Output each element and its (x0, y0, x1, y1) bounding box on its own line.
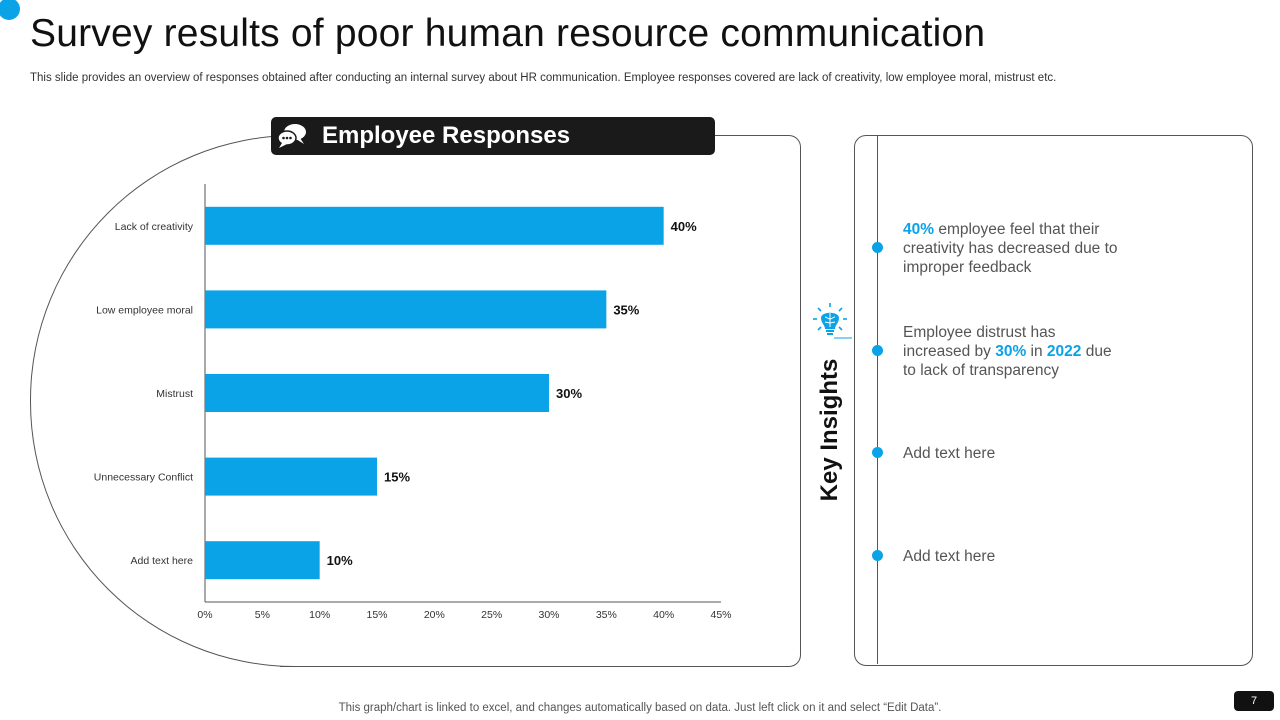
responses-title: Employee Responses (322, 122, 571, 149)
insights-panel (854, 135, 1253, 666)
x-tick-label: 5% (255, 609, 270, 621)
insight-item-4: Add text here (903, 548, 996, 565)
insight-bullet (872, 447, 883, 458)
x-tick-label: 10% (309, 609, 330, 621)
insight-item-1: 40% employee feel that their creativity … (903, 221, 1118, 276)
insight-bullet (872, 345, 883, 356)
x-tick-label: 15% (366, 609, 387, 621)
y-category-label: Lack of creativity (115, 221, 194, 233)
y-category-label: Mistrust (156, 388, 193, 400)
slide-title: Survey results of poor human resource co… (30, 12, 986, 55)
y-category-label: Add text here (131, 555, 194, 567)
chat-bubbles-icon (277, 124, 306, 148)
x-tick-label: 35% (596, 609, 617, 621)
bar (205, 541, 320, 580)
y-category-label: Unnecessary Conflict (94, 472, 193, 484)
insight-bullet (872, 242, 883, 253)
brain-lightbulb-icon (813, 303, 852, 339)
bar-data-label: 35% (613, 302, 639, 317)
bar-data-label: 15% (384, 470, 410, 485)
insight-item-2: Employee distrust has increased by 30% i… (903, 324, 1112, 379)
x-tick-label: 45% (710, 609, 731, 621)
bar (205, 206, 664, 245)
x-tick-label: 20% (424, 609, 445, 621)
x-tick-label: 0% (197, 609, 212, 621)
corner-accent-dot (0, 0, 20, 20)
key-insights-heading: Key Insights (816, 358, 843, 502)
bar-data-label: 10% (327, 553, 353, 568)
page-number: 7 (1234, 691, 1274, 711)
bar (205, 457, 377, 496)
x-tick-label: 30% (538, 609, 559, 621)
insight-bullet (872, 550, 883, 561)
bar-data-label: 40% (671, 219, 697, 234)
slide-subtitle: This slide provides an overview of respo… (30, 72, 1057, 84)
x-tick-label: 25% (481, 609, 502, 621)
x-tick-label: 40% (653, 609, 674, 621)
y-category-label: Low employee moral (96, 304, 193, 316)
insight-item-3: Add text here (903, 445, 996, 462)
bar (205, 374, 549, 412)
responses-header-bar (271, 117, 715, 155)
footer-note: This graph/chart is linked to excel, and… (338, 702, 942, 714)
bar-data-label: 30% (556, 386, 582, 401)
insights-timeline-line (877, 136, 878, 664)
bar (205, 290, 607, 329)
